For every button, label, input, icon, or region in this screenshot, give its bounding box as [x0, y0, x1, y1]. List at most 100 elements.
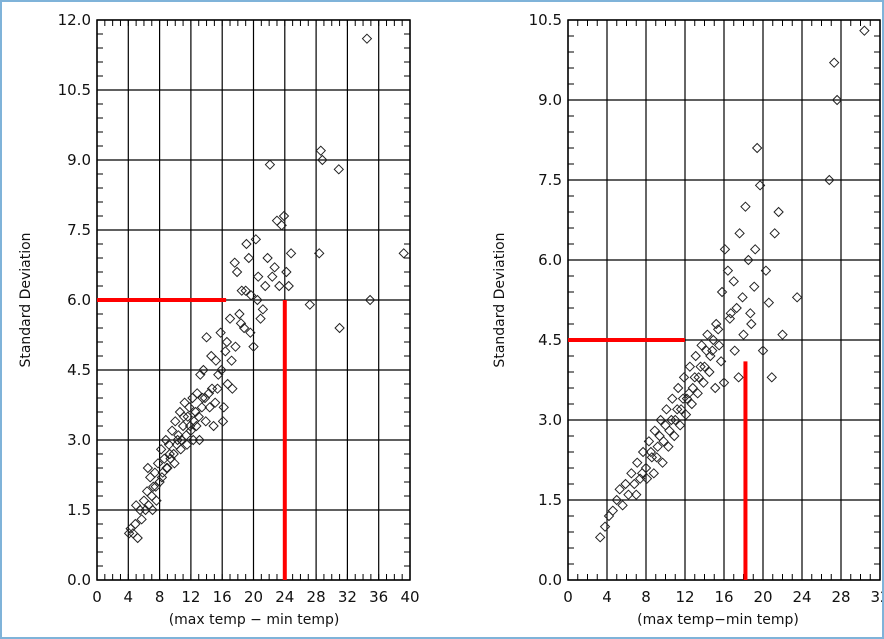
- data-point: [686, 398, 698, 410]
- data-point: [680, 409, 692, 420]
- data-point: [184, 402, 195, 413]
- data-point: [669, 430, 680, 442]
- data-point: [203, 388, 215, 399]
- x-tick-label: 4: [124, 588, 134, 606]
- data-point: [185, 425, 197, 436]
- data-point: [666, 414, 677, 426]
- data-point: [285, 248, 297, 259]
- data-point: [240, 285, 251, 296]
- data-point: [614, 484, 625, 495]
- data-point: [702, 329, 713, 340]
- x-tick-label: 40: [400, 588, 419, 606]
- data-point: [132, 532, 143, 544]
- data-point: [276, 220, 287, 231]
- data-point: [173, 430, 184, 441]
- x-tick-label: 28: [307, 588, 326, 606]
- data-point: [206, 350, 217, 362]
- data-point: [643, 436, 655, 447]
- data-point: [728, 276, 739, 287]
- data-point: [169, 458, 180, 469]
- data-point: [740, 201, 751, 212]
- data-point: [690, 350, 701, 362]
- y-tick-label: 9.0: [538, 91, 562, 109]
- data-point: [190, 406, 201, 418]
- data-point: [661, 404, 672, 415]
- data-point: [212, 383, 223, 394]
- data-point: [718, 377, 730, 388]
- data-point: [150, 481, 161, 492]
- data-point: [692, 388, 703, 399]
- data-point: [236, 285, 247, 296]
- data-point: [172, 434, 183, 446]
- x-tick-label: 24: [792, 588, 811, 606]
- data-point: [252, 294, 263, 306]
- data-point: [162, 462, 173, 474]
- data-point: [594, 532, 606, 543]
- data-point: [734, 228, 745, 239]
- data-point: [227, 383, 238, 394]
- data-point: [749, 244, 761, 255]
- data-point: [257, 304, 269, 315]
- data-point: [791, 292, 803, 303]
- data-point: [757, 345, 769, 356]
- x-tick-label: 12: [675, 588, 694, 606]
- y-axis-title: Standard Deviation: [492, 232, 508, 367]
- data-points: [594, 25, 870, 543]
- data-point: [738, 329, 749, 340]
- data-point: [269, 262, 280, 273]
- y-tick-label: 6.0: [67, 291, 91, 309]
- data-point: [715, 356, 727, 367]
- data-point: [708, 334, 719, 346]
- data-point: [722, 265, 734, 276]
- data-point: [334, 322, 345, 334]
- data-point: [599, 521, 611, 532]
- data-point: [671, 404, 683, 415]
- data-point: [859, 25, 870, 36]
- x-tick-label: 32: [870, 588, 882, 606]
- data-point: [611, 494, 622, 506]
- data-point: [130, 500, 142, 511]
- data-point: [230, 341, 241, 352]
- data-point: [626, 468, 637, 479]
- data-point: [136, 514, 147, 525]
- data-point: [675, 404, 687, 415]
- data-point: [148, 481, 159, 492]
- data-point: [304, 299, 316, 310]
- data-point: [145, 472, 156, 483]
- data-point: [142, 462, 154, 474]
- data-point: [193, 411, 204, 422]
- data-point: [641, 473, 653, 484]
- x-tick-label: 20: [753, 588, 772, 606]
- data-point: [333, 164, 344, 175]
- data-point: [828, 57, 840, 68]
- data-point: [361, 33, 373, 44]
- data-point: [175, 444, 186, 455]
- scatter-plot-2: 0 4 8 12 16 20 24 28 32 0.0 1.5 3.0 4.5 6.0 7.5 9.0 10.5…: [492, 11, 882, 628]
- data-point: [317, 154, 328, 166]
- data-point: [725, 308, 737, 319]
- data-point: [174, 406, 186, 418]
- data-point: [731, 302, 742, 314]
- plot-frame: [567, 19, 881, 581]
- data-point: [130, 518, 141, 530]
- data-point: [166, 425, 178, 436]
- data-point: [660, 420, 671, 431]
- data-point: [198, 364, 209, 376]
- data-point: [274, 280, 285, 292]
- y-tick-label: 3.0: [538, 411, 562, 429]
- x-tick-label: 24: [275, 588, 294, 606]
- data-point: [677, 393, 689, 404]
- data-point: [704, 366, 715, 378]
- data-point: [620, 478, 631, 490]
- y-tick-label: 7.5: [67, 221, 91, 239]
- data-point: [281, 266, 292, 278]
- data-point: [712, 324, 724, 335]
- data-point: [255, 313, 266, 324]
- data-point: [737, 292, 748, 303]
- data-point: [695, 361, 706, 372]
- data-point: [194, 434, 205, 446]
- data-point: [208, 420, 219, 432]
- data-point: [766, 372, 777, 383]
- data-point: [216, 364, 227, 376]
